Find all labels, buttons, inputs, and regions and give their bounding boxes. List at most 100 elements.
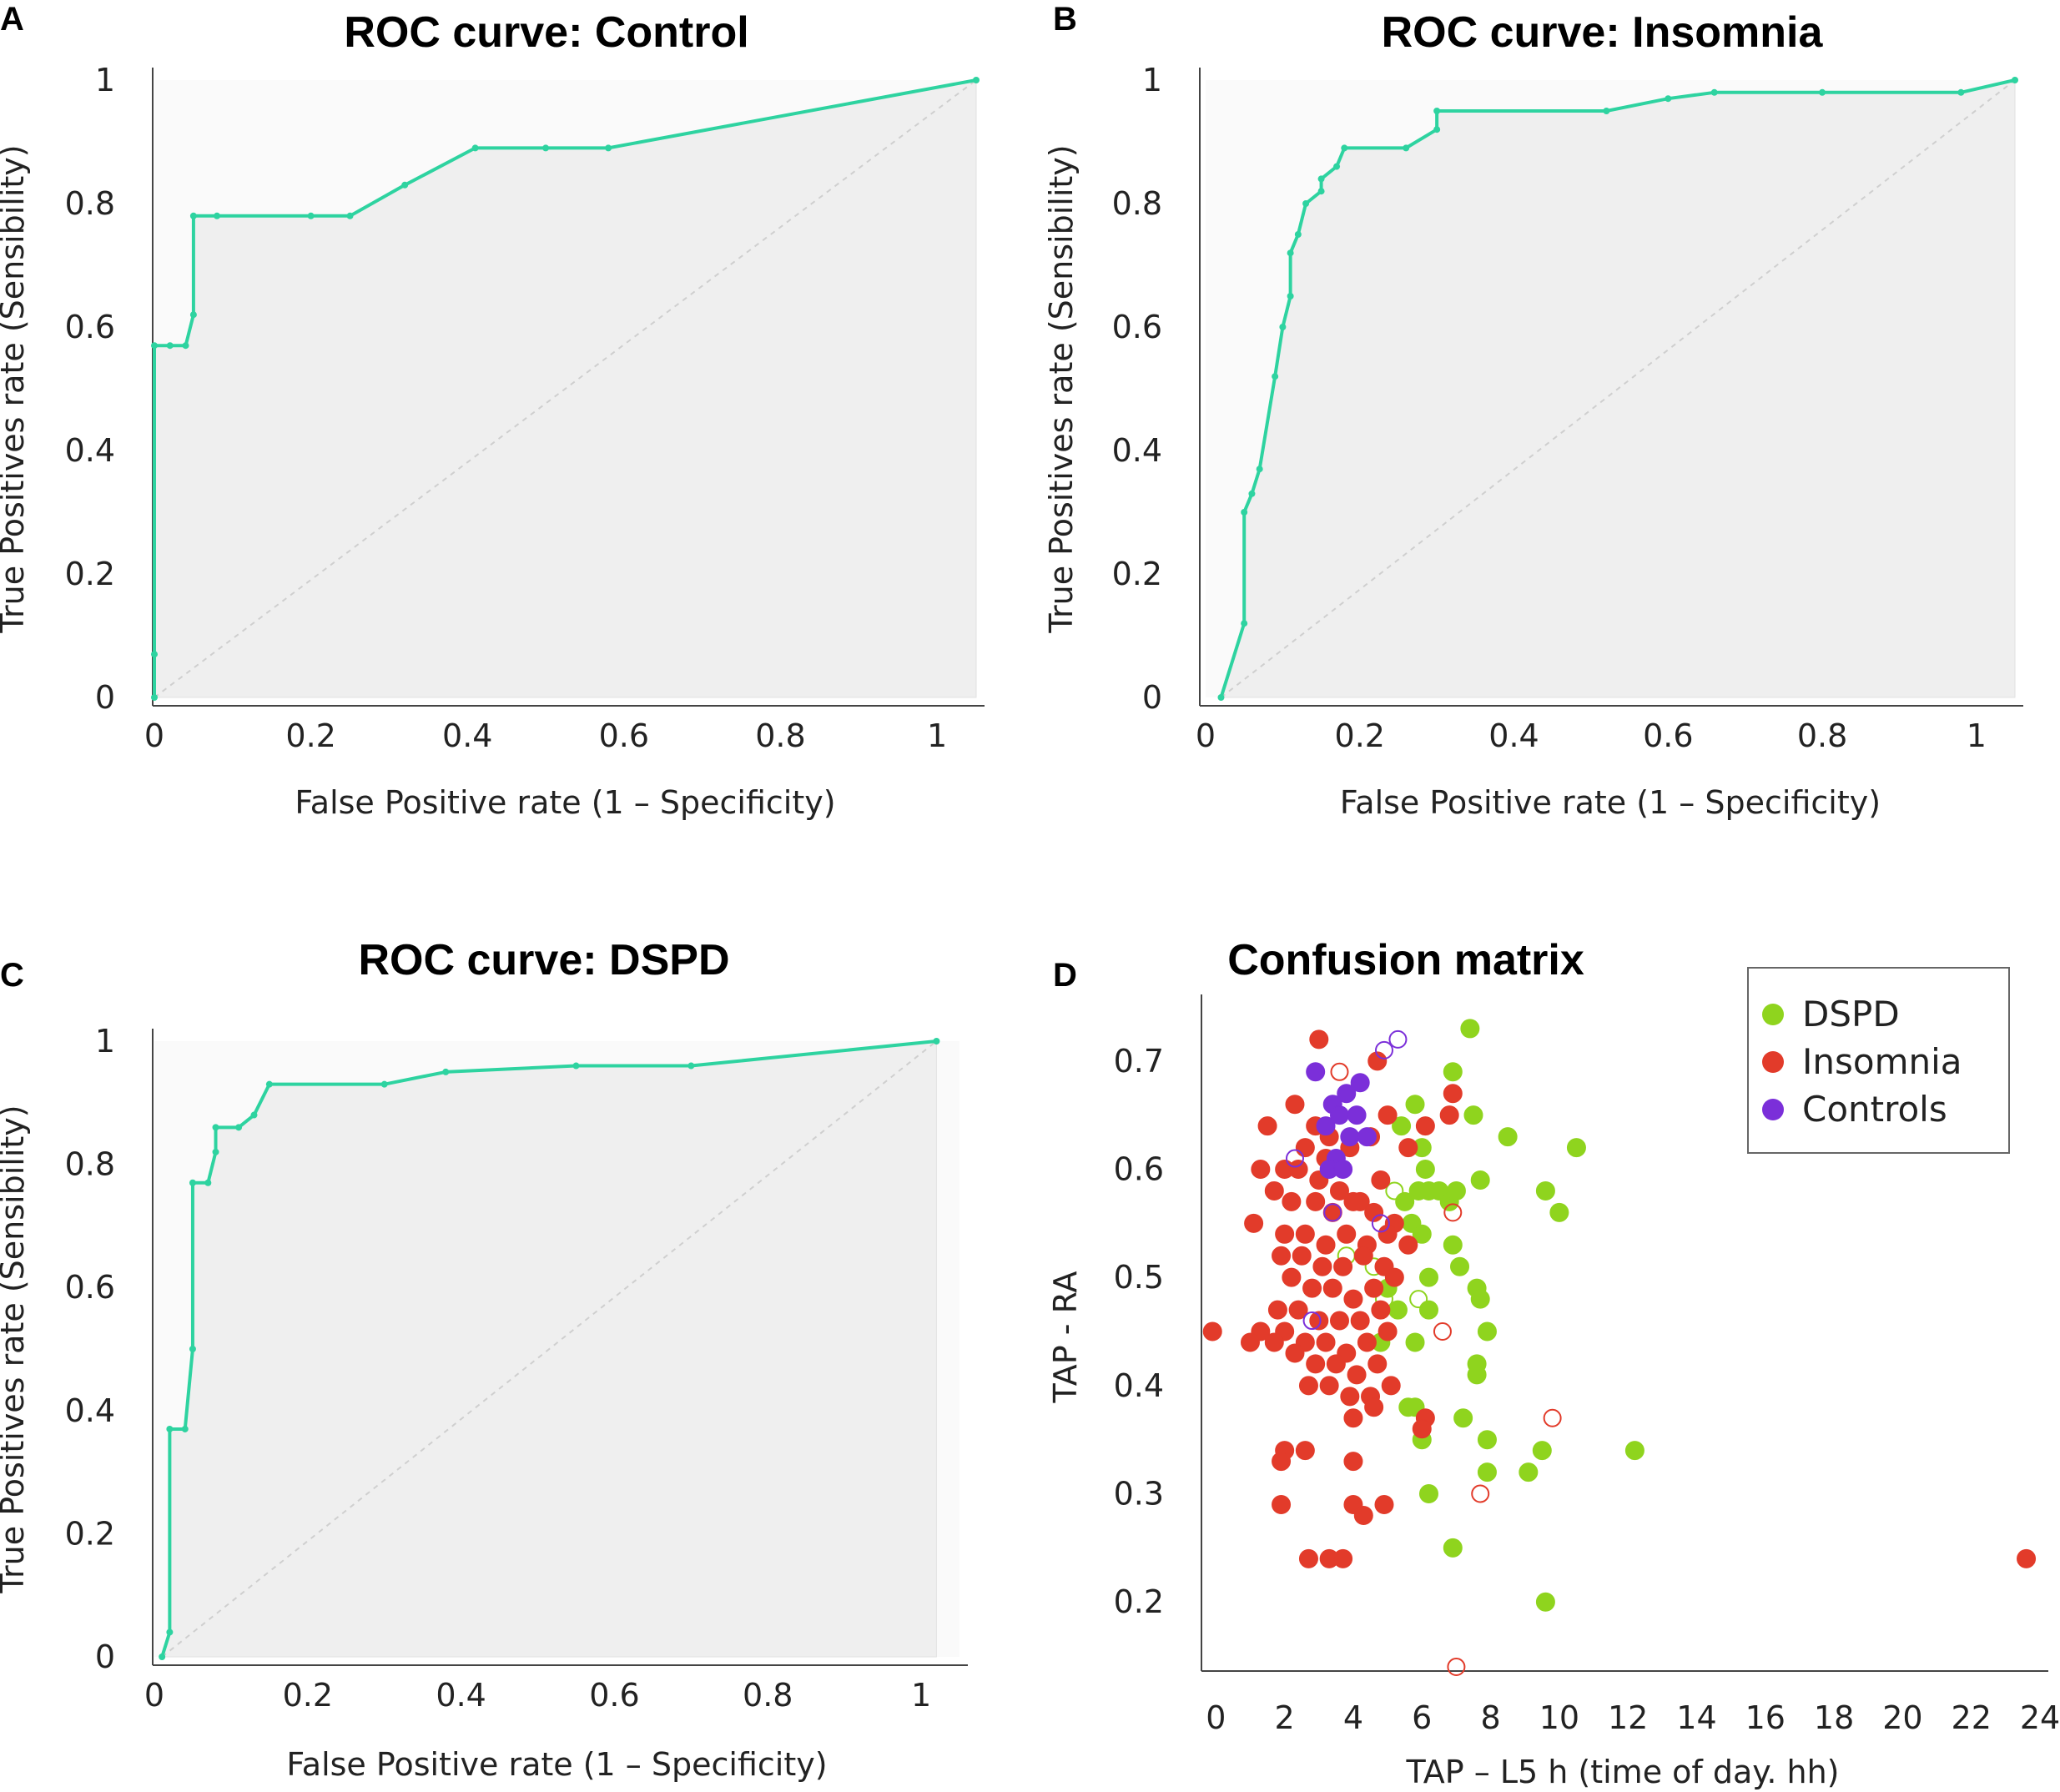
insomnia-point — [1378, 1105, 1398, 1125]
roc-point — [1302, 200, 1310, 207]
y-axis-label: TAP - RA — [1047, 1271, 1084, 1404]
controls-open-point — [1374, 1040, 1393, 1060]
insomnia-point — [1282, 1191, 1302, 1211]
insomnia-point — [2017, 1548, 2037, 1568]
y-tick-label: 0.8 — [65, 1146, 115, 1183]
roc-curve-line — [1219, 78, 2016, 698]
roc-point — [542, 144, 550, 152]
insomnia-point — [1367, 1051, 1388, 1071]
insomnia-point — [1329, 1180, 1349, 1201]
insomnia-point — [1316, 1235, 1336, 1255]
y-tick-label: 0 — [95, 1638, 115, 1675]
roc-point — [189, 212, 197, 219]
dspd-point — [1418, 1267, 1438, 1287]
x-tick-label: 0 — [1196, 717, 1216, 754]
x-axis-label: False Positive rate (1 – Specificity) — [295, 784, 835, 821]
legend-box — [1747, 967, 2010, 1154]
roc-point — [214, 212, 221, 219]
insomnia-point — [1378, 1224, 1398, 1244]
roc-point — [346, 212, 354, 219]
panel-B: B ROC curve: Insomnia 0 0.2 0.4 0.6 0.8 1 0 0.2 0.… — [1043, 1, 2023, 821]
roc-point — [380, 1080, 388, 1088]
roc-point — [1279, 324, 1287, 330]
insomnia-point — [1306, 1191, 1326, 1211]
insomnia-point — [1353, 1505, 1373, 1525]
dspd-point — [1535, 1592, 1555, 1612]
insomnia-point — [1288, 1300, 1308, 1320]
y-tick-label: 0.2 — [1114, 1583, 1164, 1620]
roc-point — [1272, 373, 1279, 380]
dspd-point — [1460, 1019, 1480, 1039]
roc-point — [235, 1124, 243, 1131]
panel-letter: A — [0, 1, 24, 38]
insomnia-point — [1443, 1084, 1463, 1104]
x-tick-label: 22 — [1952, 1699, 1992, 1736]
dspd-point — [1405, 1095, 1425, 1115]
insomnia-point — [1357, 1332, 1377, 1352]
roc-point — [1710, 88, 1718, 96]
y-tick-label: 0.4 — [1112, 432, 1162, 469]
roc-point — [159, 1654, 166, 1660]
dspd-point — [1443, 1062, 1463, 1082]
insomnia-point — [1282, 1267, 1302, 1287]
insomnia-point — [1244, 1213, 1264, 1233]
insomnia-point — [1371, 1170, 1391, 1190]
y-tick-label: 0.2 — [65, 556, 115, 592]
insomnia-point — [1285, 1095, 1305, 1115]
roc-point — [189, 1179, 196, 1186]
x-tick-label: 1 — [927, 717, 947, 754]
y-axis-label: True Positives rate (Sensibility) — [1043, 144, 1080, 633]
insomnia-open-point — [1543, 1408, 1562, 1427]
insomnia-point — [1398, 1235, 1418, 1255]
y-tick-label: 0.4 — [1114, 1367, 1164, 1404]
legend-label-controls: Controls — [1802, 1089, 1947, 1130]
insomnia-point — [1306, 1354, 1326, 1374]
roc-point — [401, 181, 409, 189]
y-tick-label: 0 — [95, 679, 115, 716]
panel-letter: C — [0, 957, 24, 994]
dspd-point — [1453, 1408, 1473, 1428]
y-tick-label: 0.8 — [65, 185, 115, 222]
insomnia-point — [1288, 1160, 1308, 1180]
roc-point — [189, 311, 197, 319]
x-tick-label: 0.4 — [1488, 717, 1539, 754]
x-tick-label: 0.6 — [599, 717, 649, 754]
chart-title: ROC curve: Control — [344, 8, 748, 57]
controls-point — [1316, 1116, 1336, 1136]
dspd-point — [1443, 1538, 1463, 1558]
roc-point — [181, 1425, 189, 1432]
x-tick-label: 10 — [1539, 1699, 1579, 1736]
insomnia-point — [1347, 1365, 1367, 1385]
x-tick-label: 0 — [144, 1677, 164, 1714]
insomnia-point — [1275, 1224, 1295, 1244]
insomnia-point — [1333, 1256, 1353, 1276]
insomnia-point — [1412, 1419, 1432, 1439]
insomnia-point — [1343, 1452, 1363, 1472]
dspd-point — [1392, 1116, 1412, 1136]
insomnia-point — [1353, 1246, 1373, 1266]
dspd-point — [1477, 1321, 1497, 1341]
y-tick-label: 0.6 — [65, 309, 115, 345]
roc-point — [307, 212, 315, 219]
roc-point — [933, 1038, 940, 1044]
roc-point — [265, 1080, 273, 1088]
dspd-point — [1467, 1365, 1487, 1385]
chance-diagonal — [1220, 79, 2016, 698]
insomnia-point — [1374, 1494, 1394, 1514]
controls-open-point — [1371, 1214, 1390, 1233]
x-tick-label: 0.8 — [743, 1677, 793, 1714]
dspd-point — [1532, 1441, 1552, 1461]
roc-point — [1241, 620, 1248, 627]
insomnia-point — [1302, 1278, 1322, 1298]
roc-point — [442, 1068, 450, 1075]
x-tick-label: 0 — [144, 717, 164, 754]
chart-title: ROC curve: DSPD — [359, 936, 730, 984]
insomnia-point — [1439, 1105, 1459, 1125]
controls-open-point — [1323, 1203, 1342, 1222]
roc-point — [250, 1111, 258, 1119]
dspd-point — [1477, 1430, 1497, 1450]
roc-point — [1241, 509, 1248, 516]
legend-marker-insomnia — [1762, 1051, 1784, 1073]
roc-point — [1287, 249, 1294, 257]
insomnia-point — [1322, 1278, 1342, 1298]
